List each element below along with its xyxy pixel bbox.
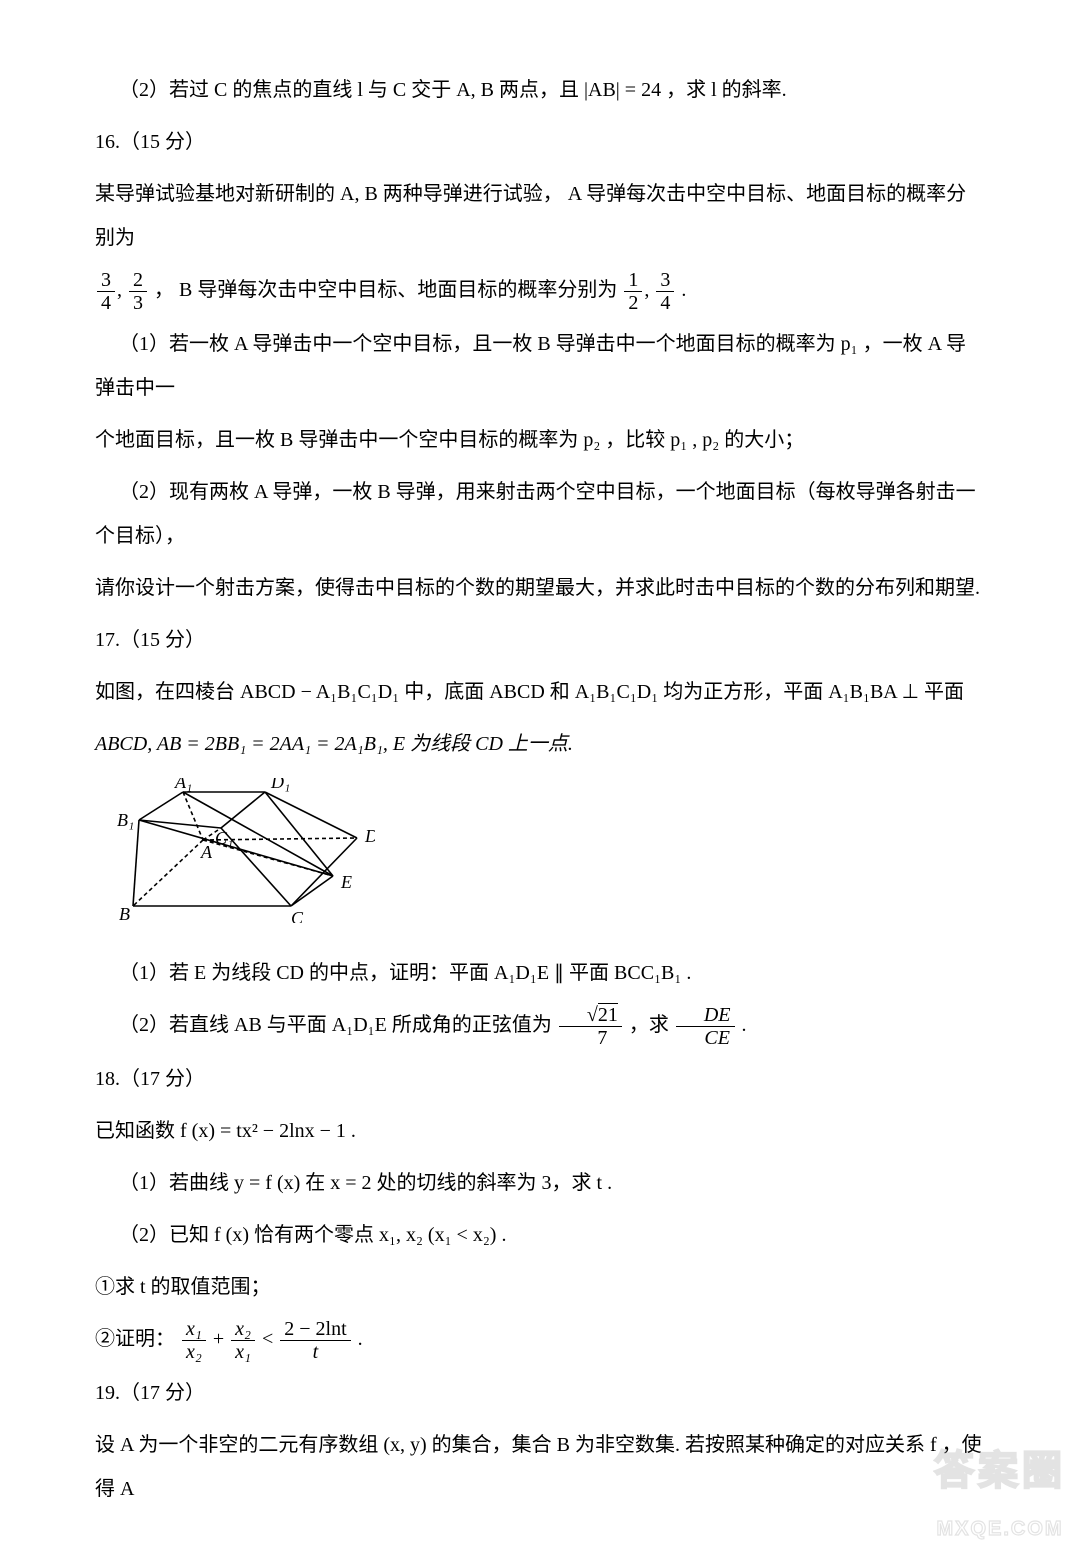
text: （2）已知 f (x) 恰有两个零点 x₁, x₂ (x₁ < x₂) . bbox=[119, 1224, 506, 1246]
svg-text:A: A bbox=[200, 842, 213, 862]
text: ②证明： bbox=[95, 1328, 175, 1350]
text: （1）若一枚 A 导弹击中一个空中目标，且一枚 B 导弹击中一个地面目标的概率为… bbox=[95, 333, 966, 399]
frac-de-ce: DE CE bbox=[676, 1004, 735, 1049]
frustum-diagram: A₁ D₁ B₁ C₁A D E B C bbox=[115, 778, 375, 923]
frac-sqrt21-7: √21 7 bbox=[559, 1004, 622, 1049]
q18-part2: （2）已知 f (x) 恰有两个零点 x₁, x₂ (x₁ < x₂) . bbox=[95, 1213, 985, 1257]
comma: , bbox=[644, 279, 654, 301]
text: . bbox=[742, 1014, 747, 1036]
svg-text:B: B bbox=[119, 904, 130, 923]
frac-b2: 3 4 bbox=[656, 269, 674, 314]
frac-b1: 1 2 bbox=[624, 269, 642, 314]
q18-sub1: ①求 t 的取值范围； bbox=[95, 1265, 985, 1309]
svg-text:A₁: A₁ bbox=[174, 778, 192, 792]
q16-intro: 某导弹试验基地对新研制的 A, B 两种导弹进行试验， A 导弹每次击中空中目标… bbox=[95, 172, 985, 260]
q18-header: 18.（17 分） bbox=[95, 1057, 985, 1101]
q16-probs: 3 4 , 2 3 ， B 导弹每次击中空中目标、地面目标的概率分别为 1 2 … bbox=[95, 268, 985, 314]
text: 已知函数 f (x) = tx² − 2lnx − 1 . bbox=[95, 1120, 356, 1142]
text: 19.（17 分） bbox=[95, 1382, 205, 1404]
q16-part2b: 请你设计一个射击方案，使得击中目标的个数的期望最大，并求此时击中目标的个数的分布… bbox=[95, 566, 985, 610]
q18-intro: 已知函数 f (x) = tx² − 2lnx − 1 . bbox=[95, 1109, 985, 1153]
lt: < bbox=[262, 1328, 278, 1350]
q16-header: 16.（15 分） bbox=[95, 120, 985, 164]
text: ， B 导弹每次击中空中目标、地面目标的概率分别为 bbox=[154, 279, 617, 301]
plus: + bbox=[213, 1328, 229, 1350]
watermark-top: 答案圈 bbox=[934, 1427, 1066, 1515]
text: . bbox=[358, 1328, 363, 1350]
frac-x1x2: x₁ x₂ bbox=[182, 1318, 206, 1363]
text: ①求 t 的取值范围； bbox=[95, 1276, 271, 1298]
text: 某导弹试验基地对新研制的 A, B 两种导弹进行试验， A 导弹每次击中空中目标… bbox=[95, 183, 966, 249]
watermark: 答案圈 MXQE.COM bbox=[934, 1427, 1066, 1551]
q15-part2: （2）若过 C 的焦点的直线 l 与 C 交于 A, B 两点，且 |AB| =… bbox=[95, 68, 985, 112]
comma: , bbox=[117, 279, 127, 301]
exam-page: （2）若过 C 的焦点的直线 l 与 C 交于 A, B 两点，且 |AB| =… bbox=[0, 0, 1080, 1559]
text: ，求 bbox=[629, 1014, 669, 1036]
text: 个地面目标，且一枚 B 导弹击中一个空中目标的概率为 p₂ ，比较 p₁ , p… bbox=[95, 429, 804, 451]
svg-text:D₁: D₁ bbox=[270, 778, 290, 792]
q19-intro: 设 A 为一个非空的二元有序数组 (x, y) 的集合，集合 B 为非空数集. … bbox=[95, 1423, 985, 1511]
q17-introB: ABCD, AB = 2BB₁ = 2AA₁ = 2A₁B₁, E 为线段 CD… bbox=[95, 722, 985, 766]
text: 17.（15 分） bbox=[95, 629, 205, 651]
q17-part1: （1）若 E 为线段 CD 的中点，证明：平面 A₁D₁E ∥ 平面 BCC₁B… bbox=[95, 951, 985, 995]
frac-a1: 3 4 bbox=[97, 269, 115, 314]
geometry-figure: A₁ D₁ B₁ C₁A D E B C bbox=[115, 778, 985, 939]
svg-text:B₁: B₁ bbox=[117, 810, 134, 830]
q17-part2: （2）若直线 AB 与平面 A₁D₁E 所成角的正弦值为 √21 7 ，求 DE… bbox=[95, 1003, 985, 1049]
q18-sub2: ②证明： x₁ x₂ + x₂ x₁ < 2 − 2lnt t . bbox=[95, 1317, 985, 1363]
watermark-bottom: MXQE.COM bbox=[934, 1507, 1066, 1551]
text: . bbox=[681, 279, 686, 301]
text: 设 A 为一个非空的二元有序数组 (x, y) 的集合，集合 B 为非空数集. … bbox=[95, 1434, 982, 1500]
q17-introA: 如图，在四棱台 ABCD − A₁B₁C₁D₁ 中，底面 ABCD 和 A₁B₁… bbox=[95, 670, 985, 714]
q16-part1b: 个地面目标，且一枚 B 导弹击中一个空中目标的概率为 p₂ ，比较 p₁ , p… bbox=[95, 418, 985, 462]
frac-2-2lnt-t: 2 − 2lnt t bbox=[280, 1318, 350, 1363]
frac-a2: 2 3 bbox=[129, 269, 147, 314]
text: （1）若曲线 y = f (x) 在 x = 2 处的切线的斜率为 3，求 t … bbox=[119, 1172, 612, 1194]
text: （2）现有两枚 A 导弹，一枚 B 导弹，用来射击两个空中目标，一个地面目标（每… bbox=[95, 481, 976, 547]
q16-part1a: （1）若一枚 A 导弹击中一个空中目标，且一枚 B 导弹击中一个地面目标的概率为… bbox=[95, 322, 985, 410]
q16-part2a: （2）现有两枚 A 导弹，一枚 B 导弹，用来射击两个空中目标，一个地面目标（每… bbox=[95, 470, 985, 558]
text: 18.（17 分） bbox=[95, 1068, 205, 1090]
q19-header: 19.（17 分） bbox=[95, 1371, 985, 1415]
text: 16.（15 分） bbox=[95, 131, 205, 153]
text: （1）若 E 为线段 CD 的中点，证明：平面 A₁D₁E ∥ 平面 BCC₁B… bbox=[119, 962, 691, 984]
text: 请你设计一个射击方案，使得击中目标的个数的期望最大，并求此时击中目标的个数的分布… bbox=[95, 577, 980, 599]
svg-text:D: D bbox=[364, 826, 375, 846]
text: （2）若直线 AB 与平面 A₁D₁E 所成角的正弦值为 bbox=[119, 1014, 552, 1036]
svg-text:C₁: C₁ bbox=[215, 828, 233, 848]
text: （2）若过 C 的焦点的直线 l 与 C 交于 A, B 两点，且 |AB| =… bbox=[119, 79, 787, 101]
q17-header: 17.（15 分） bbox=[95, 618, 985, 662]
frac-x2x1: x₂ x₁ bbox=[231, 1318, 255, 1363]
text: ABCD, AB = 2BB₁ = 2AA₁ = 2A₁B₁, E 为线段 CD… bbox=[95, 733, 573, 755]
svg-text:C: C bbox=[291, 908, 304, 923]
text: 如图，在四棱台 ABCD − A₁B₁C₁D₁ 中，底面 ABCD 和 A₁B₁… bbox=[95, 681, 964, 703]
q18-part1: （1）若曲线 y = f (x) 在 x = 2 处的切线的斜率为 3，求 t … bbox=[95, 1161, 985, 1205]
svg-text:E: E bbox=[340, 872, 352, 892]
